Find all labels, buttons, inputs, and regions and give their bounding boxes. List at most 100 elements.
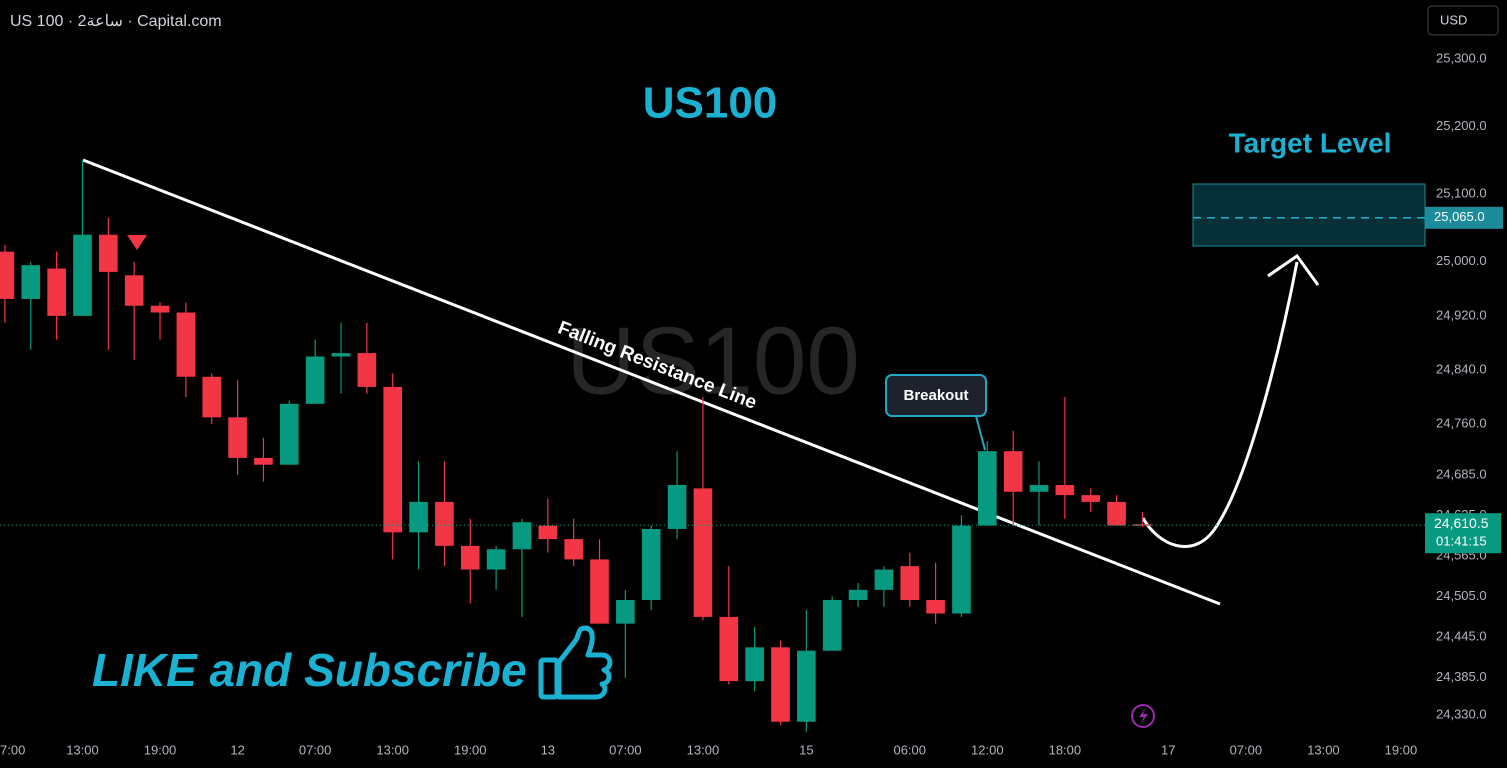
candle-body	[279, 403, 299, 465]
candle-body	[952, 525, 971, 614]
candle-body	[667, 484, 687, 529]
candle-body	[1133, 524, 1152, 526]
candle-body	[176, 312, 196, 377]
candle-body	[1055, 484, 1075, 496]
candle-body	[797, 650, 816, 722]
candle-body	[254, 457, 273, 465]
target-title: Target Level	[1229, 127, 1392, 158]
y-tick-label: 25,200.0	[1436, 118, 1487, 133]
y-tick-label: 24,920.0	[1436, 307, 1487, 322]
x-tick-label: 18:00	[1049, 742, 1082, 757]
candle-body	[0, 251, 15, 299]
candle-body	[538, 525, 558, 540]
candle-body	[616, 599, 635, 624]
candle-body	[228, 417, 247, 458]
candle-body	[1081, 495, 1101, 502]
subscribe-text: LIKE and Subscribe	[92, 644, 527, 696]
y-tick-label: 25,100.0	[1436, 186, 1487, 201]
x-tick-label: 13:00	[1307, 742, 1340, 757]
y-tick-label: 24,385.0	[1436, 669, 1487, 684]
x-tick-label: 13:00	[687, 742, 720, 757]
candle-body	[874, 569, 894, 590]
candle-body	[771, 647, 790, 722]
candle-body	[564, 539, 583, 560]
x-tick-label: 07:00	[299, 742, 332, 757]
y-tick-label: 24,840.0	[1436, 361, 1487, 376]
chart-title: US100	[643, 79, 778, 128]
watermark: US100	[566, 307, 860, 414]
candle-body	[1107, 501, 1126, 526]
x-tick-label: 06:00	[893, 742, 926, 757]
candle-body	[848, 589, 868, 600]
candle-body	[486, 549, 506, 570]
x-tick-label: 13	[541, 742, 555, 757]
currency-button[interactable]	[1427, 5, 1499, 36]
arrow-head	[1267, 253, 1320, 286]
x-tick-label: 07:00	[609, 742, 642, 757]
candle-body	[435, 501, 454, 546]
alert-icon[interactable]	[1131, 704, 1155, 728]
candle-body	[460, 545, 480, 570]
x-tick-label: 17	[1161, 742, 1175, 757]
candle-body	[512, 522, 532, 550]
candle-body	[47, 268, 66, 316]
candle-body	[1029, 484, 1049, 492]
candle-body	[745, 647, 764, 682]
x-tick-label: 12:00	[971, 742, 1004, 757]
y-tick-label: 24,505.0	[1436, 588, 1487, 603]
x-tick-label: 15	[799, 742, 813, 757]
candle-body	[383, 386, 403, 533]
x-tick-label: 19:00	[454, 742, 487, 757]
candle-body	[978, 451, 997, 526]
breakout-callout	[885, 374, 987, 417]
candle-body	[331, 353, 351, 357]
x-tick-label: 13:00	[376, 742, 409, 757]
x-tick-label: 19:00	[144, 742, 177, 757]
x-tick-label: 07:00	[1230, 742, 1263, 757]
candle-body	[1003, 451, 1023, 492]
projection-arrow	[1141, 261, 1299, 548]
trendline	[82, 158, 1221, 606]
candle-body	[641, 528, 661, 600]
y-tick-label: 24,330.0	[1436, 706, 1487, 721]
last-price-label: 24,610.5	[1434, 515, 1489, 531]
target-price-box	[1425, 206, 1503, 229]
candle-body	[150, 305, 170, 313]
target-price-label: 25,065.0	[1434, 209, 1485, 224]
candle-body	[590, 559, 609, 624]
y-tick-label: 25,000.0	[1436, 253, 1487, 268]
alert-bolt	[1139, 708, 1148, 725]
candle-body	[719, 616, 739, 682]
candle-body	[73, 234, 92, 316]
candle-body	[357, 353, 377, 387]
symbol-header: US 100 · 2ساعة · Capital.com	[10, 13, 222, 30]
candle-body	[926, 599, 945, 614]
x-tick-label: 19:00	[1385, 742, 1418, 757]
alert-ring	[1131, 704, 1155, 728]
candle-body	[21, 265, 41, 299]
candle-body	[124, 275, 144, 306]
x-tick-label: 12	[230, 742, 244, 757]
y-tick-label: 24,685.0	[1436, 466, 1487, 481]
candle-body	[822, 599, 842, 651]
target-zone	[1192, 183, 1426, 247]
thumb-icon	[538, 625, 613, 700]
x-tick-label: 13:00	[66, 742, 99, 757]
candle-body	[202, 376, 222, 418]
signal-marker	[127, 235, 147, 250]
candle-body	[99, 234, 118, 272]
countdown-label: 01:41:15	[1436, 534, 1487, 549]
x-tick-label: 7:00	[0, 742, 25, 757]
candle-body	[900, 566, 920, 600]
breakout-label: Breakout	[903, 387, 968, 404]
candle-body	[305, 356, 325, 404]
currency-label: USD	[1440, 12, 1467, 27]
y-tick-label: 25,300.0	[1436, 50, 1487, 65]
candle-body	[409, 501, 428, 533]
callout-pointer	[975, 415, 986, 451]
candle-body	[693, 488, 713, 617]
last-price-box	[1425, 513, 1501, 554]
y-tick-label: 24,445.0	[1436, 629, 1487, 644]
